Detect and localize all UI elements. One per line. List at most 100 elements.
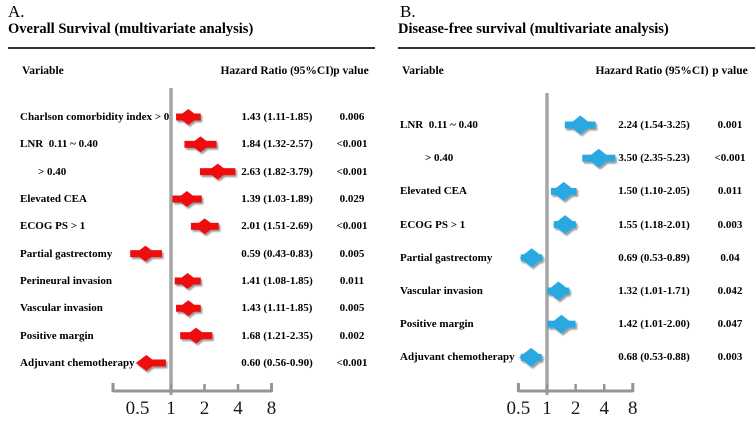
row-label: Positive margin	[20, 329, 94, 342]
hr-ci-text: 0.60 (0.56-0.90)	[241, 356, 313, 369]
p-value-text: 0.042	[717, 285, 743, 297]
hr-diamond	[177, 300, 199, 317]
hr-ci-text: 0.59 (0.43-0.83)	[241, 247, 313, 260]
title-rule	[398, 47, 755, 49]
marker-group	[550, 181, 577, 201]
p-value-text: 0.005	[339, 302, 365, 315]
p-value-text: 0.011	[339, 274, 365, 287]
panel-title-disease-free-survival: Disease-free survival (multivariate anal…	[398, 21, 669, 37]
axis-tick-label: 1	[542, 398, 552, 419]
hr-ci-text: 1.41 (1.08-1.85)	[241, 274, 313, 287]
hr-diamond	[177, 109, 199, 125]
axis-tick-label: 4	[599, 398, 609, 419]
marker-layer	[130, 109, 616, 371]
row-label: Partial gastrectomy	[20, 247, 113, 260]
marker-group	[582, 148, 616, 168]
hr-diamond	[194, 218, 216, 235]
p-value-text: 0.006	[339, 111, 365, 123]
column-header-hazard-ratio: Hazard Ratio (95%CI)	[595, 65, 709, 77]
marker-group	[135, 354, 166, 371]
column-header-variable: Variable	[22, 65, 64, 77]
hr-diamond	[185, 327, 207, 344]
row-label: Adjuvant chemotherapy	[400, 351, 515, 364]
hr-diamond	[177, 272, 199, 289]
p-value-text: <0.001	[714, 152, 746, 165]
axis-tick-label: 4	[233, 398, 243, 419]
hr-ci-text: 1.55 (1.18-2.01)	[618, 218, 690, 231]
marker-group	[519, 248, 544, 268]
panel-overall-survival: A. Overall Survival (multivariate analys…	[8, 2, 375, 94]
panel-letter-b: B.	[400, 2, 416, 21]
hr-ci-text: 1.42 (1.01-2.00)	[618, 318, 690, 331]
hr-ci-text: 2.24 (1.54-3.25)	[618, 119, 690, 131]
row-label: Elevated CEA	[400, 185, 467, 198]
hr-diamond	[519, 248, 544, 268]
hr-ci-text: 1.39 (1.03-1.89)	[241, 192, 313, 205]
column-header-variable: Variable	[402, 65, 444, 77]
p-value-text: <0.001	[336, 165, 368, 178]
marker-group	[176, 109, 201, 125]
row-label: ECOG PS > 1	[400, 218, 466, 231]
hr-ci-text: 1.43 (1.11-1.85)	[241, 302, 313, 315]
hr-ci-text: 1.68 (1.21-2.35)	[241, 329, 313, 342]
hr-ci-text: 1.84 (1.32-2.57)	[241, 138, 313, 151]
column-header-p-value: p value	[712, 65, 748, 77]
panel-letter-a: A.	[8, 2, 25, 21]
p-value-text: 0.029	[339, 192, 365, 205]
p-value-text: <0.001	[336, 220, 368, 233]
row-label: > 0.40	[38, 165, 67, 178]
p-value-text: 0.001	[717, 119, 743, 131]
p-value-text: 0.003	[717, 218, 743, 231]
p-value-text: 0.003	[717, 351, 743, 364]
hr-diamond	[519, 347, 544, 367]
row-label: Perineural invasion	[20, 274, 112, 287]
hr-diamond	[568, 115, 593, 135]
hr-ci-text: 2.01 (1.51-2.69)	[241, 220, 313, 233]
row-label: ECOG PS > 1	[20, 220, 86, 233]
hr-ci-text: 3.50 (2.35-5.23)	[618, 152, 690, 165]
hr-diamond	[135, 354, 157, 371]
axes-layer: 0.5 1 2 4 8 0.5 1 2 4 8	[111, 88, 638, 419]
marker-group	[130, 245, 162, 262]
p-value-text: 0.002	[339, 329, 365, 342]
marker-group	[174, 272, 201, 289]
row-label: Vascular invasion	[400, 285, 483, 297]
hr-ci-text: 1.50 (1.10-2.05)	[618, 185, 690, 198]
p-value-text: 0.011	[717, 185, 743, 198]
row-label: Vascular invasion	[20, 302, 103, 315]
hr-ci-text: 0.69 (0.53-0.89)	[618, 251, 690, 264]
p-value-text: 0.005	[339, 247, 365, 260]
hr-ci-text: 1.43 (1.11-1.85)	[241, 111, 313, 123]
hr-diamond	[551, 181, 576, 201]
hr-diamond	[207, 163, 229, 180]
marker-group	[519, 347, 544, 367]
p-value-text: 0.04	[720, 251, 740, 264]
row-label: Adjuvant chemotherapy	[20, 356, 135, 369]
p-value-text: <0.001	[336, 356, 368, 369]
hr-ci-text: 0.68 (0.53-0.88)	[618, 351, 690, 364]
row-label: Positive margin	[400, 318, 474, 331]
row-label: > 0.40	[425, 152, 454, 165]
marker-group	[546, 281, 571, 301]
marker-group	[190, 218, 219, 235]
column-header-p-value: p value	[333, 65, 369, 77]
marker-group	[199, 163, 236, 180]
column-header-hazard-ratio: Hazard Ratio (95%CI)	[220, 65, 334, 77]
marker-group	[564, 115, 596, 135]
axis-tick-label: 8	[628, 398, 638, 419]
hr-ci-text: 2.63 (1.82-3.79)	[241, 165, 313, 178]
axis-tick-label: 8	[267, 398, 277, 419]
marker-group	[547, 314, 576, 334]
axis-tick-label: 2	[200, 398, 210, 419]
row-label: LNR 0.11 ~ 0.40	[400, 119, 478, 131]
p-value-text: <0.001	[336, 138, 368, 151]
p-value-text: 0.047	[717, 318, 743, 331]
hr-diamond	[134, 245, 156, 262]
title-rule	[8, 47, 375, 49]
row-label: Charlson comorbidity index > 0	[20, 111, 170, 123]
axis-tick-label: 0.5	[507, 398, 531, 419]
row-label: Partial gastrectomy	[400, 251, 493, 264]
axis-tick-label: 1	[166, 398, 176, 419]
hr-diamond	[189, 136, 211, 153]
hr-diamond	[546, 281, 571, 301]
